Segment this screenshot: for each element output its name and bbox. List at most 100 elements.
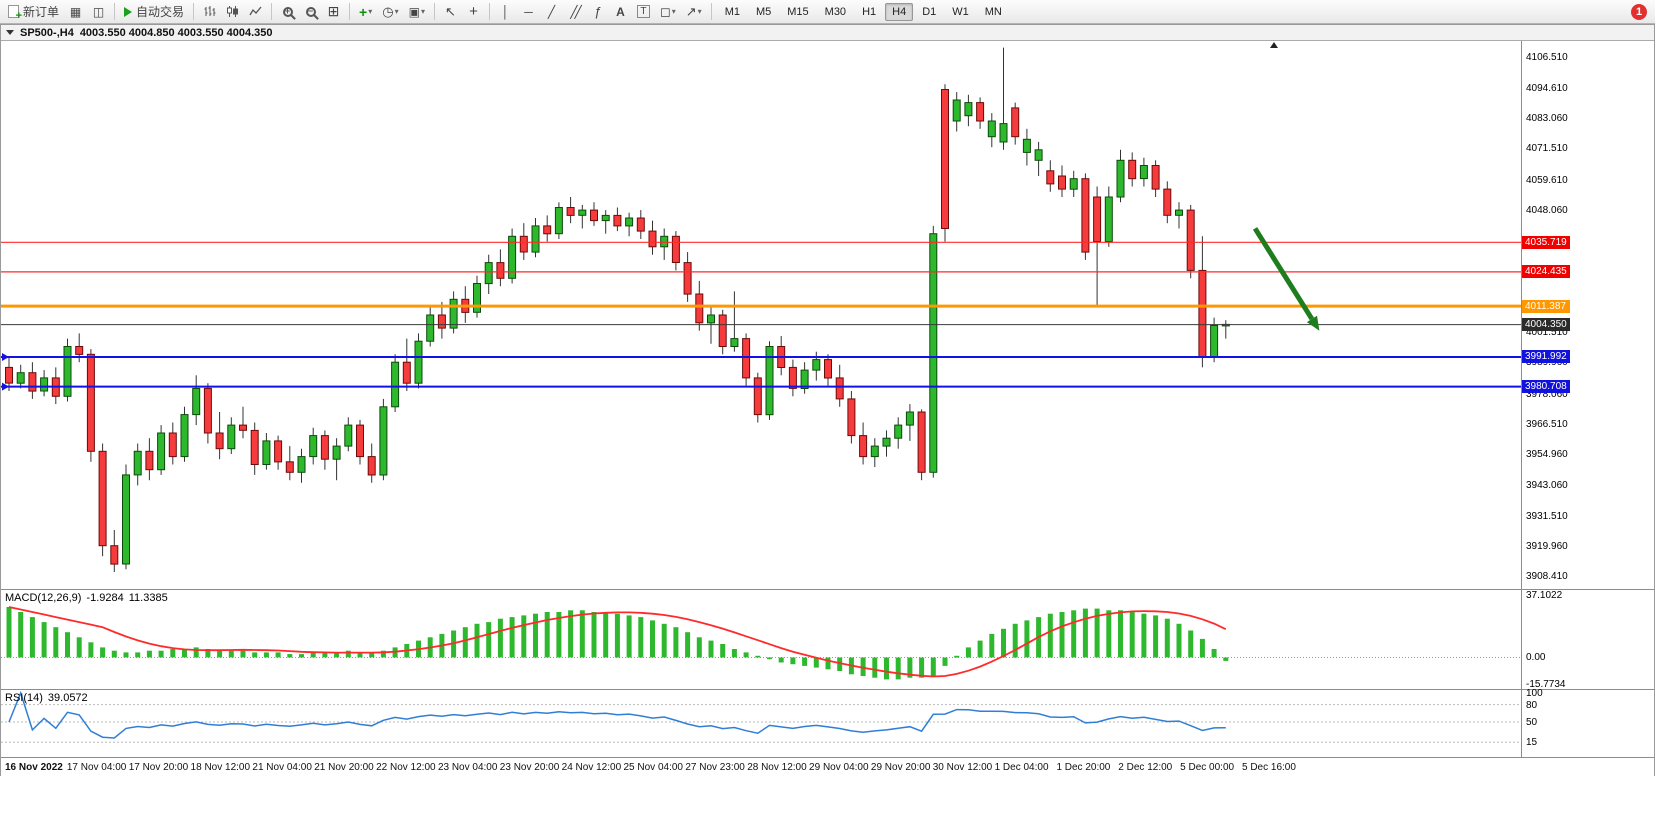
- autotrading-label: 自动交易: [136, 5, 185, 19]
- price-axis-label: 4048.060: [1526, 204, 1568, 216]
- toolbar-separator: [433, 3, 435, 20]
- label-icon[interactable]: [633, 2, 654, 22]
- time-axis-label: 1 Dec 20:00: [1056, 762, 1111, 773]
- chart-window: SP500-,H4 4003.550 4004.850 4003.550 400…: [0, 24, 1655, 777]
- macd-pane[interactable]: MACD(12,26,9) -1.9284 11.3385 37.1022 0.00-…: [1, 589, 1654, 690]
- time-axis-label: 21 Nov 20:00: [314, 762, 374, 773]
- price-line-tag: 4024.435: [1522, 265, 1570, 279]
- new-order-button[interactable]: 新订单: [4, 2, 63, 22]
- timeframe-button-m15[interactable]: M15: [787, 5, 809, 18]
- macd-axis-label: 37.1022: [1526, 590, 1563, 601]
- macd-axis-label: -15.7734: [1526, 679, 1566, 690]
- timeframe-button-m1[interactable]: M1: [724, 5, 740, 18]
- time-axis-label: 25 Nov 04:00: [623, 762, 684, 773]
- rsi-chart[interactable]: [1, 690, 1521, 757]
- time-axis-label: 23 Nov 20:00: [499, 762, 560, 773]
- toolbar-separator: [710, 3, 712, 20]
- rsi-axis-label: 50: [1526, 717, 1538, 728]
- time-axis-label: 5 Dec 16:00: [1242, 762, 1296, 773]
- chart-menu-icon[interactable]: [6, 30, 14, 35]
- macd-chart[interactable]: [1, 590, 1521, 689]
- price-axis-label: 4059.610: [1526, 174, 1568, 186]
- rsi-axis-label: 15: [1526, 737, 1538, 749]
- time-axis-label: 18 Nov 12:00: [190, 762, 251, 773]
- price-line-tag: 4035.719: [1522, 235, 1570, 249]
- time-axis-label: 2 Dec 12:00: [1118, 762, 1173, 773]
- price-axis-label: 4071.510: [1526, 143, 1568, 155]
- timeframe-button-w1[interactable]: W1: [952, 5, 969, 18]
- timeframe-button-m5[interactable]: M5: [755, 5, 772, 18]
- time-axis[interactable]: 16 Nov 2022 17 Nov 04:00 17 Nov 20:00 18 No…: [1, 757, 1654, 777]
- price-axis[interactable]: 4106.510 4094.610 4083.060 4071.510 4059.610…: [1521, 41, 1654, 589]
- price-chart-pane[interactable]: 4106.510 4094.610 4083.060 4071.510 4059.610…: [1, 41, 1654, 589]
- price-axis-label: 3954.960: [1526, 449, 1568, 461]
- toolbar: 新订单 自动交易 + − M1 M5 M15 M30 H1 H4 D1 W1 MN 1: [0, 0, 1655, 24]
- price-line-tag: 3980.708: [1522, 380, 1570, 394]
- shapes-icon[interactable]: [656, 2, 680, 22]
- price-axis-label: 4083.060: [1526, 113, 1568, 125]
- candlestick-chart-icon[interactable]: [222, 2, 243, 22]
- zoom-out-icon[interactable]: −: [300, 2, 321, 22]
- price-line-tag: 3991.992: [1522, 350, 1570, 364]
- vertical-line-icon[interactable]: [495, 2, 516, 22]
- candlestick-chart[interactable]: [1, 41, 1521, 589]
- price-line-tag: 4004.350: [1522, 318, 1570, 332]
- macd-main-value: -1.9284: [86, 592, 124, 604]
- chart-shift-marker[interactable]: [1270, 42, 1278, 48]
- price-axis-label: 4001.510: [1526, 327, 1568, 339]
- price-axis-label: 3919.960: [1526, 540, 1568, 552]
- time-axis-label: 17 Nov 20:00: [128, 762, 189, 773]
- timeframe-button-h1[interactable]: H1: [862, 5, 877, 18]
- time-axis-label: 24 Nov 12:00: [561, 762, 622, 773]
- price-axis-label: 4106.510: [1526, 51, 1568, 63]
- timeframe-button-m30[interactable]: M30: [824, 5, 847, 18]
- price-axis-label: 3978.060: [1526, 388, 1568, 400]
- price-axis-label: 3966.510: [1526, 418, 1568, 430]
- zoom-in-icon[interactable]: +: [277, 2, 298, 22]
- price-axis-label: 3908.410: [1526, 571, 1568, 583]
- time-axis-label: 28 Nov 12:00: [747, 762, 807, 773]
- time-axis-label: 29 Nov 04:00: [809, 762, 869, 773]
- price-line-tag: 4011.387: [1522, 299, 1570, 313]
- time-axis-label: 23 Nov 04:00: [437, 762, 498, 773]
- autotrading-button[interactable]: 自动交易: [120, 2, 188, 22]
- timeframe-button-h4[interactable]: H4: [885, 2, 914, 21]
- crosshair-icon[interactable]: [463, 2, 484, 22]
- horizontal-line-icon[interactable]: [518, 2, 539, 22]
- fibonacci-icon[interactable]: [587, 2, 608, 22]
- macd-axis[interactable]: 37.1022 0.00 -15.7734: [1521, 590, 1654, 690]
- cursor-icon[interactable]: [440, 2, 461, 22]
- chart-profile-icon[interactable]: [65, 2, 86, 22]
- rsi-pane[interactable]: RSI(14) 39.0572 100 80 50 15: [1, 688, 1654, 757]
- data-window-icon[interactable]: [88, 2, 109, 22]
- indicators-icon[interactable]: [355, 2, 376, 22]
- timeframe-button-mn[interactable]: MN: [984, 5, 1002, 18]
- time-axis-label: 17 Nov 04:00: [66, 762, 127, 773]
- bar-chart-icon[interactable]: [199, 2, 220, 22]
- new-order-label: 新订单: [23, 5, 60, 19]
- notification-badge[interactable]: 1: [1631, 3, 1647, 20]
- channel-icon[interactable]: [564, 2, 585, 22]
- tile-windows-icon[interactable]: [323, 2, 344, 22]
- price-axis-label: 3943.060: [1526, 480, 1568, 492]
- templates-icon[interactable]: [405, 2, 429, 22]
- price-axis-label: 4094.610: [1526, 82, 1568, 94]
- timeframe-button-d1[interactable]: D1: [922, 5, 937, 18]
- toolbar-separator: [349, 3, 351, 20]
- arrows-icon[interactable]: [682, 2, 706, 22]
- macd-axis-label: 0.00: [1526, 652, 1546, 664]
- toolbar-separator: [271, 3, 273, 20]
- autotrading-icon: [124, 6, 133, 17]
- rsi-value: 39.0572: [47, 692, 88, 704]
- time-axis-label: 22 Nov 12:00: [376, 762, 436, 773]
- text-icon[interactable]: [610, 2, 631, 22]
- line-chart-icon[interactable]: [245, 2, 266, 22]
- macd-signal-value: 11.3385: [128, 592, 168, 604]
- chart-ohlc-values: 4003.550 4004.850 4003.550 4004.350: [79, 26, 273, 39]
- timeframe-group: M1 M5 M15 M30 H1 H4 D1 W1 MN: [717, 2, 1010, 21]
- time-axis-label: 30 Nov 12:00: [932, 762, 993, 773]
- trendline-icon[interactable]: [541, 2, 562, 22]
- periods-icon[interactable]: [378, 2, 402, 22]
- new-order-icon: [8, 5, 22, 22]
- rsi-axis[interactable]: 100 80 50 15: [1521, 688, 1654, 757]
